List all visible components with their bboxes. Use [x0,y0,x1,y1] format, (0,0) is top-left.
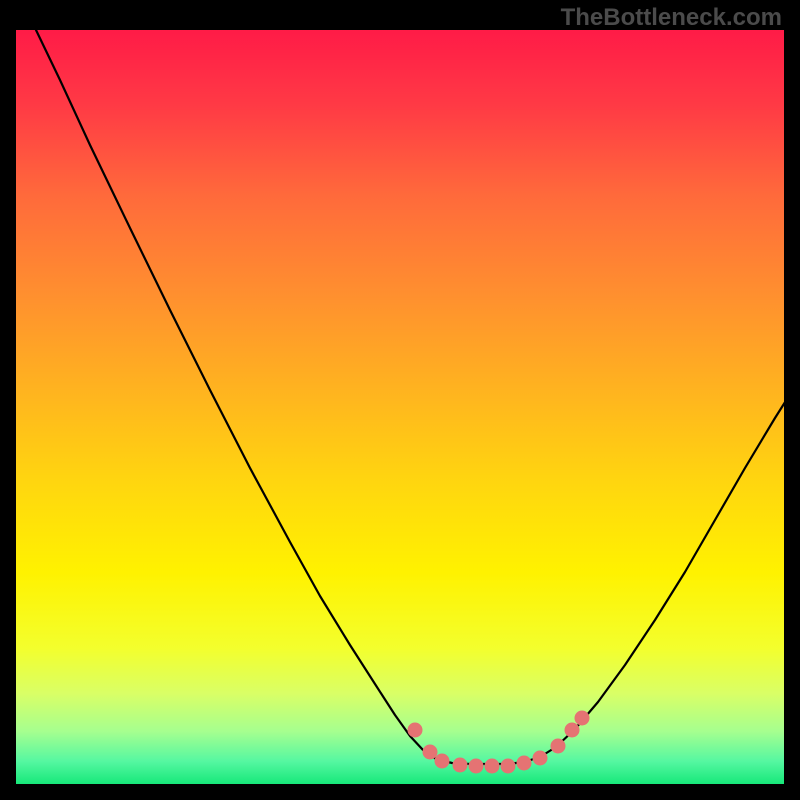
chart-frame [0,0,800,800]
watermark-text: TheBottleneck.com [561,4,782,32]
